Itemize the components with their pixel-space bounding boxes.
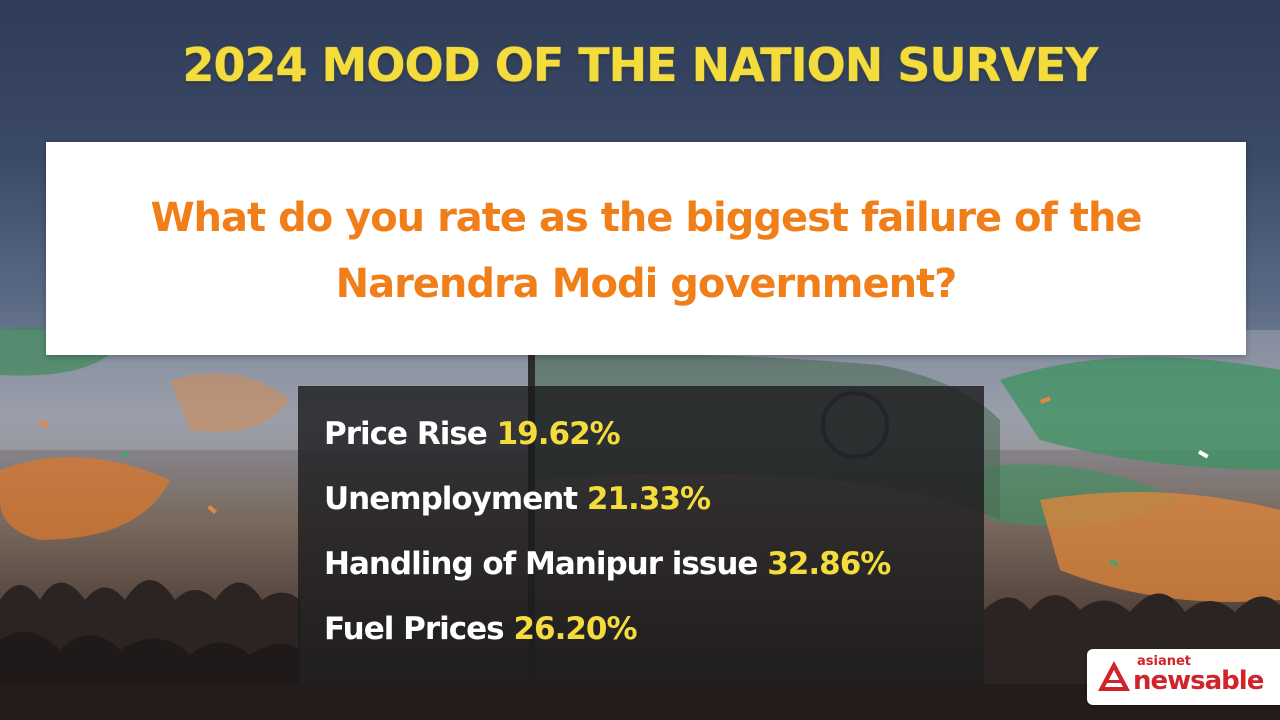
result-row-price-rise: Price Rise 19.62% <box>324 416 621 452</box>
survey-title: 2024 MOOD OF THE NATION SURVEY <box>182 38 1099 92</box>
result-label: Unemployment <box>324 481 578 517</box>
result-row-unemployment: Unemployment 21.33% <box>324 481 711 517</box>
result-row-fuel-prices: Fuel Prices 26.20% <box>324 611 638 647</box>
result-label: Handling of Manipur issue <box>324 546 758 582</box>
result-value: 26.20% <box>513 611 637 647</box>
result-label: Price Rise <box>324 416 488 452</box>
result-row-manipur: Handling of Manipur issue 32.86% <box>324 546 891 582</box>
result-value: 21.33% <box>586 481 711 517</box>
result-label: Fuel Prices <box>324 611 505 647</box>
logo-top-text: asianet <box>1137 654 1192 669</box>
asianet-newsable-logo: asianet newsable <box>1087 649 1280 705</box>
question-card: What do you rate as the biggest failure … <box>46 142 1246 355</box>
result-value: 19.62% <box>496 416 621 452</box>
results-panel: Price Rise 19.62% Unemployment 21.33% Ha… <box>298 386 984 684</box>
logo-triangle-icon <box>1098 661 1130 691</box>
result-value: 32.86% <box>767 546 891 582</box>
logo-main-text: newsable <box>1133 666 1264 696</box>
question-text: What do you rate as the biggest failure … <box>150 194 1142 307</box>
